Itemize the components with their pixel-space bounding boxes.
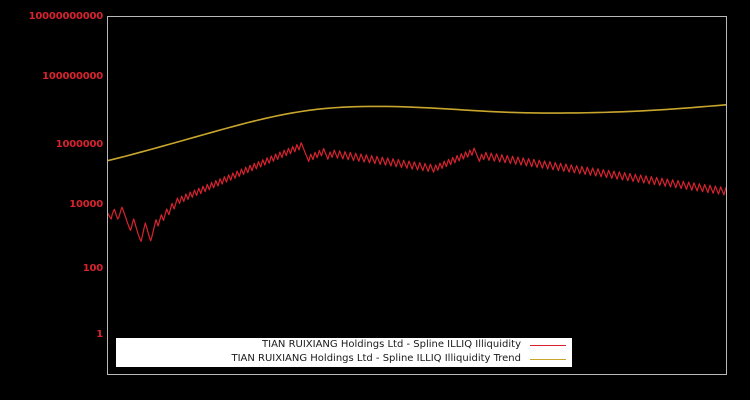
chart-legend: TIAN RUIXIANG Holdings Ltd - Spline ILLI… (116, 338, 572, 367)
y-tick-label: 100000000 (42, 71, 103, 82)
y-tick-label: 1000000 (55, 139, 104, 150)
legend-entry[interactable]: TIAN RUIXIANG Holdings Ltd - Spline ILLI… (116, 338, 572, 352)
y-tick-label: 10000 (69, 199, 103, 210)
illiquidity-line-series (108, 142, 726, 242)
y-tick-label: 100 (82, 263, 103, 274)
plot-frame (107, 16, 727, 375)
y-tick-label: 10000000000 (28, 11, 104, 22)
legend-color-swatch (530, 344, 566, 346)
legend-entry-label: TIAN RUIXIANG Holdings Ltd - Spline ILLI… (231, 353, 521, 364)
y-tick-label: 1 (96, 329, 103, 340)
legend-color-swatch (530, 358, 566, 360)
trend-line-series (108, 104, 726, 162)
y-axis-tick-labels: 10000000000 100000000 1000000 10000 100 … (0, 0, 104, 400)
legend-entry-label: TIAN RUIXIANG Holdings Ltd - Spline ILLI… (262, 339, 521, 350)
legend-entry[interactable]: TIAN RUIXIANG Holdings Ltd - Spline ILLI… (116, 352, 572, 366)
plot-area (108, 17, 726, 374)
series-canvas (108, 104, 726, 242)
